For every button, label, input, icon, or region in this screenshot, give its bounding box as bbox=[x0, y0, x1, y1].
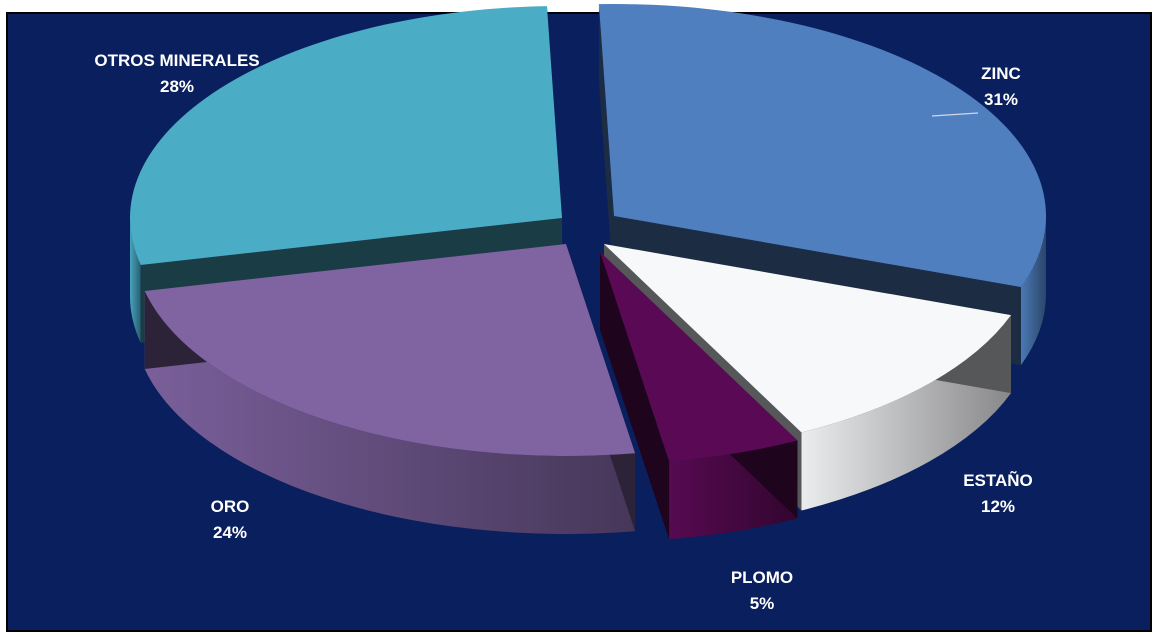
data-label-name: ORO bbox=[211, 497, 250, 516]
leader-line bbox=[931, 112, 979, 117]
slice-top bbox=[604, 244, 1011, 433]
data-label-value: 24% bbox=[213, 523, 247, 542]
data-label-name: OTROS MINERALES bbox=[94, 51, 259, 70]
slice-top bbox=[144, 244, 636, 456]
slice-oro bbox=[144, 244, 636, 534]
data-label-name: ZINC bbox=[981, 64, 1021, 83]
slice-side bbox=[130, 218, 141, 343]
slice-top bbox=[129, 6, 562, 265]
slice-wall bbox=[598, 4, 614, 294]
data-label-name: ESTAÑO bbox=[963, 470, 1033, 490]
slice-side bbox=[801, 315, 1011, 511]
slice-top bbox=[600, 252, 798, 462]
slice-wall bbox=[600, 252, 670, 540]
slice-side bbox=[144, 290, 636, 534]
data-label-value: 28% bbox=[160, 77, 194, 96]
slice-side bbox=[1020, 216, 1046, 366]
slice-plomo bbox=[600, 252, 798, 540]
slice-top bbox=[598, 3, 1046, 288]
data-label-name: PLOMO bbox=[731, 568, 793, 587]
data-label-value: 12% bbox=[981, 497, 1015, 516]
data-label-value: 5% bbox=[750, 594, 775, 613]
data-label-value: 31% bbox=[984, 90, 1018, 109]
